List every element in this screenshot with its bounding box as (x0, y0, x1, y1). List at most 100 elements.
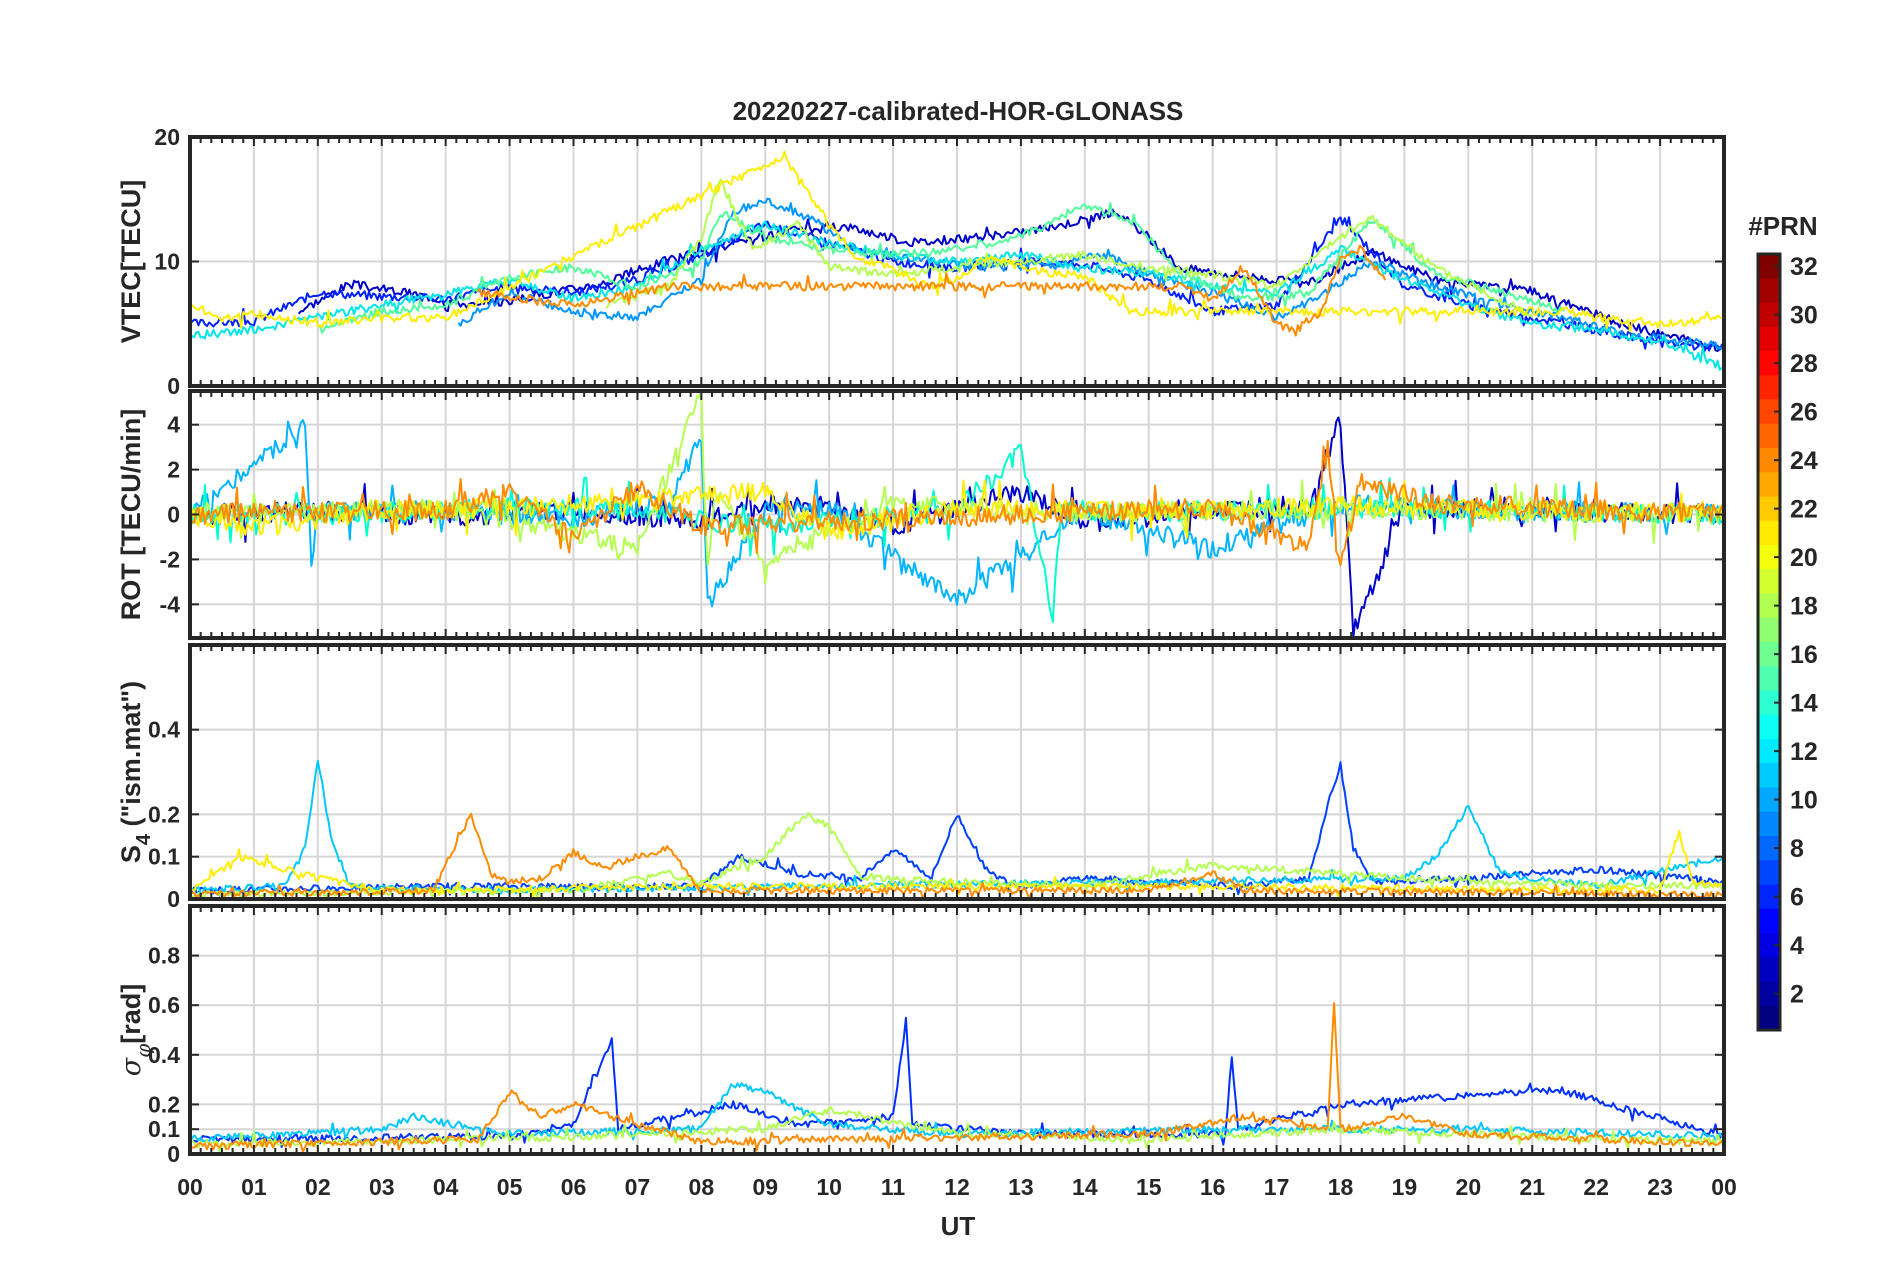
y-tick-label: -2 (160, 546, 180, 572)
x-axis-label: UT (941, 1211, 976, 1241)
y-tick-label: 0 (167, 886, 180, 912)
colorbar-segment (1758, 254, 1780, 279)
colorbar-segment (1758, 278, 1780, 304)
colorbar-segment (1758, 860, 1780, 886)
colorbar-segment (1758, 423, 1780, 449)
colorbar-segment (1758, 496, 1780, 522)
colorbar-segment (1758, 884, 1780, 910)
colorbar-segment (1758, 617, 1780, 643)
colorbar-tick-label: 8 (1790, 835, 1804, 863)
x-tick-label: 19 (1392, 1174, 1418, 1200)
x-tick-label: 04 (433, 1174, 459, 1200)
x-tick-label: 14 (1072, 1174, 1098, 1200)
series-line-prn-23 (190, 439, 1724, 567)
panel-s4: 0 0.1 0.2 0.4S4 ("ism.mat") (116, 643, 1726, 912)
colorbar-segment (1758, 1005, 1780, 1031)
x-tick-label: 21 (1519, 1174, 1545, 1200)
x-tick-label: 13 (1008, 1174, 1034, 1200)
y-tick-label: 0 (167, 502, 180, 528)
series-line-prn-18 (190, 1106, 1724, 1154)
panel-vtec: 0 10 20 VTEC[TECU] (116, 124, 1726, 399)
series-line-prn-4 (190, 216, 1724, 352)
colorbar-segment (1758, 351, 1780, 376)
series-line-prn-20 (190, 150, 1724, 333)
colorbar-segment (1758, 520, 1780, 546)
y-tick-label: 0.4 (148, 717, 180, 743)
x-tick-label: 05 (497, 1174, 523, 1200)
colorbar-tick-label: 6 (1790, 884, 1804, 912)
colorbar-tick-label: 4 (1790, 932, 1804, 960)
x-tick-label: 01 (241, 1174, 267, 1200)
x-axis: 00 01 02 03 04 05 06 07 08 09 10 11 12 13 14 15 16 17 18 19… (177, 1174, 1737, 1200)
y-axis-label-sigma_phi: σφ[rad] (116, 984, 155, 1076)
y-tick-label: -4 (160, 591, 181, 617)
colorbar-tick-label: 16 (1790, 641, 1818, 669)
y-axis-label-rot: ROT [TECU/min] (116, 409, 146, 620)
y-tick-label: 0.2 (148, 801, 180, 827)
colorbar-tick-label: 12 (1790, 738, 1818, 766)
colorbar-segment (1758, 472, 1780, 498)
colorbar-segment (1758, 763, 1780, 789)
colorbar-segment (1758, 448, 1780, 473)
chart-title: 20220227-calibrated-HOR-GLONASS (733, 96, 1184, 126)
colorbar-tick-label: 22 (1790, 496, 1818, 524)
x-tick-label: 00 (177, 1174, 203, 1200)
colorbar-segment (1758, 908, 1780, 934)
series-line-prn-16 (317, 202, 1566, 334)
x-tick-label: 15 (1136, 1174, 1162, 1200)
y-tick-label: 0.1 (148, 1116, 180, 1142)
x-tick-label: 22 (1583, 1174, 1609, 1200)
colorbar-segment (1758, 302, 1780, 328)
y-tick-label: 0.1 (148, 844, 180, 870)
series-group (190, 1002, 1724, 1154)
series-group (190, 391, 1724, 638)
series-group (190, 150, 1724, 371)
colorbar-segment (1758, 593, 1780, 619)
x-tick-label: 10 (816, 1174, 842, 1200)
panel-sigma_phi: 00.10.2 0.4 0.6 0.8 σφ[rad] (116, 904, 1726, 1167)
x-tick-label: 16 (1200, 1174, 1226, 1200)
series-line-prn-18 (190, 812, 1724, 899)
colorbar-segment (1758, 739, 1780, 764)
series-line-prn-13 (190, 220, 1724, 371)
colorbar-tick-label: 18 (1790, 593, 1818, 621)
x-tick-label: 03 (369, 1174, 395, 1200)
colorbar-tick-label: 24 (1790, 447, 1818, 475)
y-tick-label: 0.8 (148, 943, 180, 969)
colorbar-label: #PRN (1748, 211, 1817, 241)
colorbar-segment (1758, 957, 1780, 983)
colorbar-segment (1758, 714, 1780, 740)
x-tick-label: 12 (944, 1174, 970, 1200)
x-tick-label: 18 (1328, 1174, 1354, 1200)
colorbar-tick-label: 10 (1790, 787, 1818, 815)
y-tick-label: 2 (167, 457, 180, 483)
colorbar-segment (1758, 326, 1780, 352)
y-tick-label: 0.6 (148, 992, 180, 1018)
y-tick-label: 20 (154, 124, 180, 150)
colorbar-tick-label: 28 (1790, 350, 1818, 378)
colorbar-segment (1758, 811, 1780, 837)
x-tick-label: 17 (1264, 1174, 1290, 1200)
colorbar-tick-label: 26 (1790, 399, 1818, 427)
colorbar-segment (1758, 545, 1780, 570)
y-tick-label: 10 (154, 249, 180, 275)
x-tick-label: 08 (689, 1174, 715, 1200)
x-tick-label: 20 (1456, 1174, 1482, 1200)
colorbar-segment (1758, 690, 1780, 716)
colorbar-segment (1758, 375, 1780, 401)
x-tick-label: 07 (625, 1174, 651, 1200)
x-tick-label: 02 (305, 1174, 331, 1200)
colorbar-tick-label: 32 (1790, 253, 1818, 281)
y-tick-label: 4 (167, 412, 180, 438)
colorbar-tick-label: 14 (1790, 690, 1818, 718)
series-line-prn-23 (190, 1002, 1724, 1153)
colorbar-frame (1756, 252, 1782, 1032)
y-tick-label: 0.4 (148, 1042, 180, 1068)
y-tick-label: 0 (167, 373, 180, 399)
x-tick-label: 09 (752, 1174, 778, 1200)
colorbar-segment (1758, 787, 1780, 813)
y-axis-label-s4: S4 ("ism.mat") (116, 681, 155, 863)
colorbar-tick-label: 20 (1790, 544, 1818, 572)
